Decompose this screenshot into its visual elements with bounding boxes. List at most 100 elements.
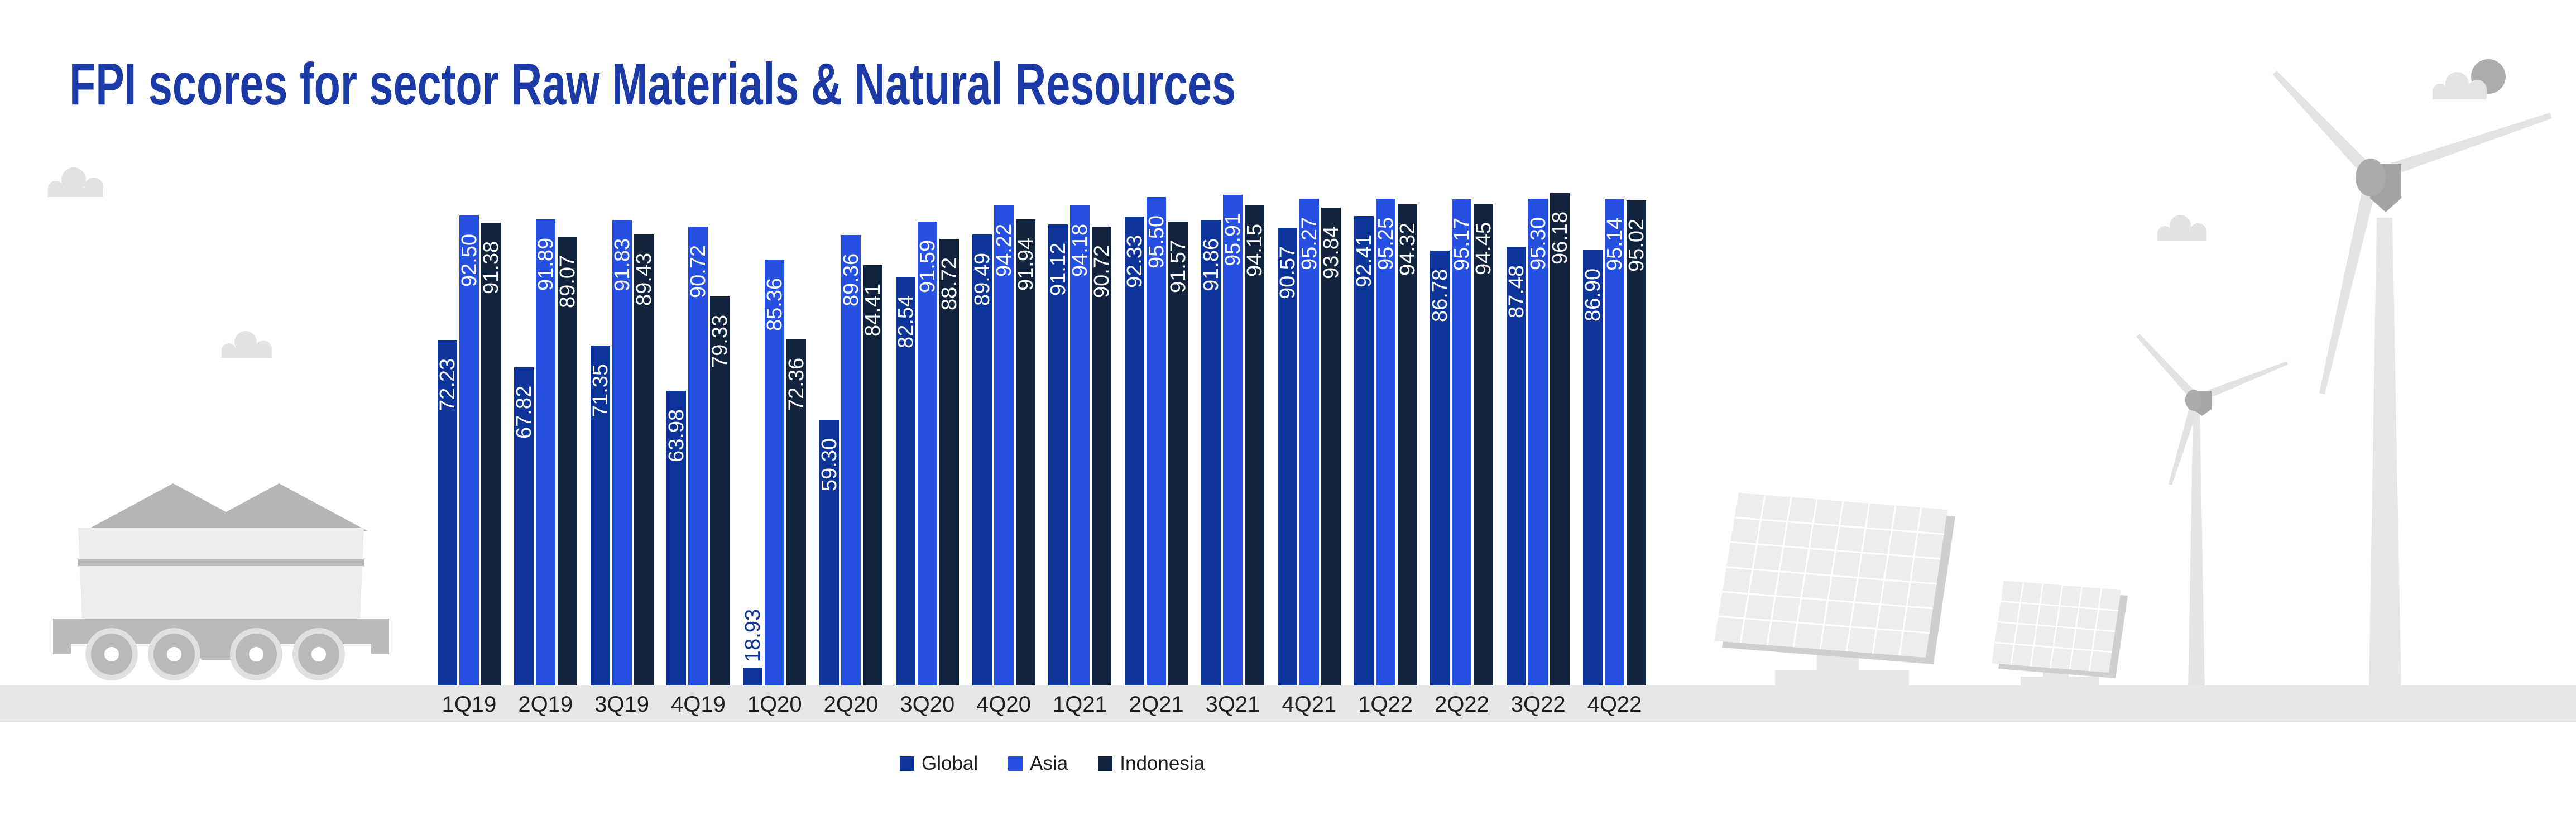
bar-asia-4Q20	[994, 205, 1014, 685]
cart-wheel-icon	[85, 628, 345, 680]
wind-turbine-large-icon	[2272, 71, 2552, 692]
bar-value-label: 91.12	[1047, 242, 1070, 296]
bar-value-label: 92.41	[1352, 234, 1376, 287]
x-axis-label-4Q20: 4Q20	[976, 692, 1032, 717]
bar-value-label: 95.02	[1625, 218, 1648, 272]
bar-value-label: 18.93	[741, 608, 765, 662]
bar-indonesia-3Q21	[1245, 205, 1264, 685]
bar-value-label: 91.83	[611, 238, 634, 291]
legend-item-indonesia: Indonesia	[1098, 754, 1205, 773]
x-axis-label-1Q20: 1Q20	[747, 692, 802, 717]
bar-asia-1Q19	[459, 215, 479, 685]
bar-global-2Q20	[819, 420, 839, 685]
bar-indonesia-1Q20	[786, 339, 806, 685]
bar-value-label: 95.17	[1450, 217, 1474, 271]
x-axis-label-1Q22: 1Q22	[1358, 692, 1413, 717]
bar-asia-1Q21	[1070, 205, 1090, 685]
chart-legend: Global Asia Indonesia	[900, 754, 1205, 773]
bar-value-label: 95.14	[1603, 217, 1627, 271]
wind-turbine-small-icon	[2136, 334, 2288, 692]
bar-global-2Q22	[1430, 251, 1450, 685]
legend-item-asia: Asia	[1008, 754, 1068, 773]
bar-asia-2Q21	[1147, 197, 1166, 685]
bar-value-label: 72.23	[436, 358, 459, 411]
bar-value-label: 93.84	[1320, 226, 1343, 279]
x-axis-label-3Q22: 3Q22	[1510, 692, 1566, 717]
bar-asia-4Q19	[688, 227, 708, 685]
bar-asia-4Q22	[1605, 199, 1624, 685]
x-axis-label-4Q22: 4Q22	[1587, 692, 1642, 717]
bar-value-label: 94.45	[1472, 222, 1495, 275]
bar-global-4Q19	[666, 391, 686, 685]
bar-value-label: 86.78	[1428, 269, 1452, 322]
bar-asia-2Q22	[1452, 199, 1471, 685]
bar-value-label: 94.15	[1243, 223, 1267, 277]
bar-value-label: 94.22	[992, 223, 1016, 277]
bar-value-label: 95.50	[1145, 215, 1168, 269]
bar-value-label: 89.36	[840, 253, 863, 306]
bar-indonesia-3Q20	[939, 239, 959, 685]
bar-value-label: 95.25	[1374, 217, 1398, 270]
legend-item-global: Global	[900, 754, 978, 773]
bar-global-3Q20	[896, 277, 915, 685]
bar-value-label: 90.72	[1090, 244, 1114, 298]
bar-value-label: 85.36	[763, 277, 786, 331]
bar-global-4Q22	[1583, 250, 1603, 685]
bar-value-label: 91.59	[916, 239, 939, 293]
bar-value-label: 91.86	[1200, 238, 1223, 291]
bar-value-label: 79.33	[708, 314, 732, 368]
coal-cart-icon	[53, 483, 389, 680]
x-axis-label-2Q21: 2Q21	[1129, 692, 1184, 717]
x-axis-label-1Q19: 1Q19	[442, 692, 497, 717]
bar-asia-1Q22	[1376, 199, 1395, 685]
bar-value-label: 87.48	[1505, 265, 1528, 318]
bar-value-label: 71.35	[589, 363, 612, 417]
bar-value-label: 92.50	[458, 233, 481, 287]
x-axis-label-4Q19: 4Q19	[670, 692, 726, 717]
bar-indonesia-3Q22	[1550, 193, 1570, 685]
bar-value-label: 59.30	[818, 438, 841, 491]
bar-value-label: 88.72	[938, 257, 961, 310]
x-axis-label-3Q21: 3Q21	[1205, 692, 1260, 717]
bar-indonesia-1Q21	[1092, 227, 1111, 685]
bar-global-1Q21	[1048, 224, 1068, 685]
legend-swatch-asia	[1008, 756, 1023, 771]
legend-label-indonesia: Indonesia	[1120, 752, 1205, 774]
legend-label-global: Global	[922, 752, 978, 774]
bar-value-label: 95.27	[1298, 217, 1321, 270]
bar-value-label: 94.18	[1068, 223, 1092, 277]
bar-indonesia-2Q21	[1168, 222, 1188, 685]
solar-panel-large-icon	[1714, 493, 1955, 685]
bar-global-3Q21	[1201, 220, 1221, 685]
bar-value-label: 92.33	[1123, 234, 1147, 288]
bar-global-1Q20	[743, 668, 762, 685]
bar-value-label: 89.07	[556, 255, 579, 308]
cloud-icon	[222, 331, 272, 358]
bar-value-label: 84.41	[861, 283, 885, 337]
bar-global-3Q19	[591, 346, 610, 685]
x-axis-label-2Q19: 2Q19	[518, 692, 573, 717]
bar-indonesia-1Q22	[1398, 204, 1417, 685]
bar-value-label: 63.98	[665, 409, 688, 462]
bar-value-label: 72.36	[785, 357, 808, 411]
cloud-icon	[2433, 72, 2487, 99]
bar-asia-3Q19	[612, 220, 632, 685]
bar-value-label: 89.43	[632, 252, 656, 306]
bar-indonesia-4Q22	[1627, 200, 1646, 685]
bar-value-label: 82.54	[894, 295, 918, 348]
bar-global-4Q20	[972, 234, 992, 685]
x-axis-label-3Q20: 3Q20	[900, 692, 955, 717]
bar-indonesia-2Q20	[863, 265, 882, 685]
x-axis-label-3Q19: 3Q19	[594, 692, 650, 717]
bar-asia-3Q22	[1528, 199, 1548, 685]
bar-value-label: 90.57	[1276, 246, 1299, 299]
bar-value-label: 91.89	[534, 237, 558, 291]
bar-indonesia-4Q20	[1016, 219, 1035, 685]
bar-value-label: 67.82	[512, 385, 536, 439]
bar-global-4Q21	[1278, 228, 1297, 685]
bar-global-1Q22	[1354, 216, 1374, 685]
bar-indonesia-4Q19	[710, 296, 730, 685]
